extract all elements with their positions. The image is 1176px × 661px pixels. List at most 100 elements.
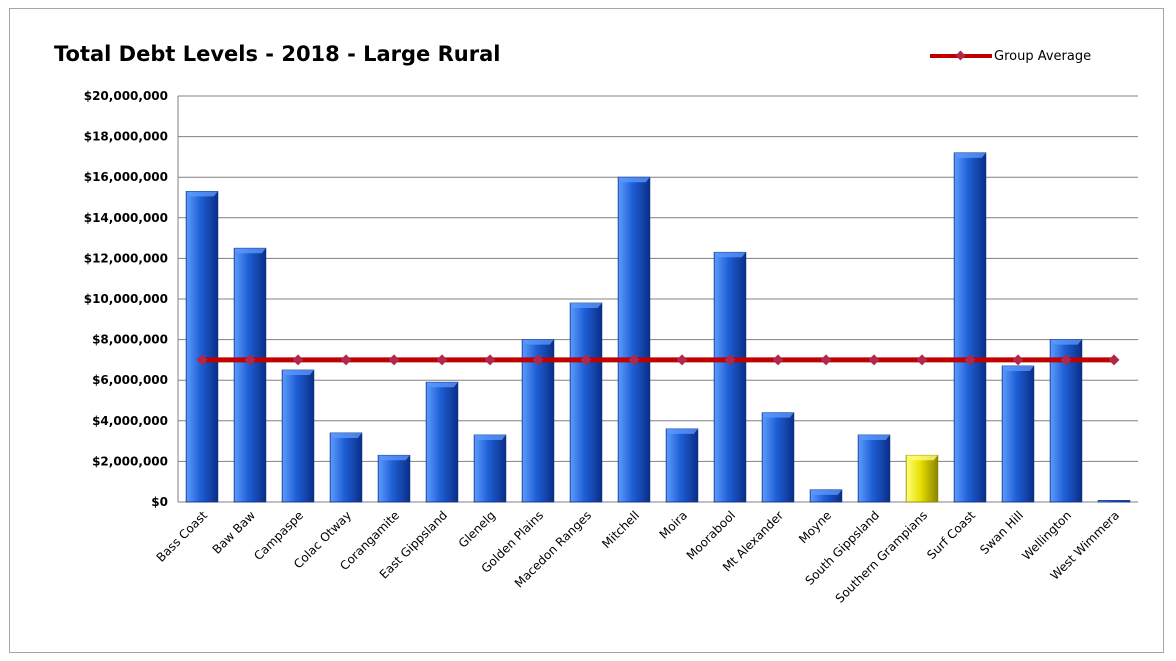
bar-body	[857, 434, 891, 503]
bar-bevel	[714, 252, 746, 258]
x-tick-label-swan-hill: Swan Hill	[977, 508, 1026, 557]
group-average-marker	[196, 354, 208, 366]
group-average-marker	[436, 354, 448, 366]
x-tick-label-moira: Moira	[657, 508, 690, 541]
group-average-marker	[964, 354, 976, 366]
bar-bevel	[522, 339, 554, 345]
bar-bevel	[330, 432, 362, 438]
bar-body	[1097, 500, 1131, 503]
bar-bevel	[810, 489, 842, 495]
bar-bevel	[426, 382, 458, 388]
x-tick-label-glenelg: Glenelg	[456, 508, 498, 550]
bar-body	[377, 454, 411, 503]
group-average-marker	[820, 354, 832, 366]
bar-body	[473, 434, 507, 503]
group-average-marker	[1060, 354, 1072, 366]
group-average-marker	[916, 354, 928, 366]
bar-body	[521, 339, 555, 503]
x-tick-label-bass-coast: Bass Coast	[154, 508, 211, 565]
x-tick-label-baw-baw: Baw Baw	[210, 508, 259, 557]
bar-bevel	[906, 455, 938, 461]
bar-southern-grampians	[905, 454, 939, 503]
bar-bevel	[954, 152, 986, 158]
bar-south-gippsland	[857, 434, 891, 503]
group-average-line	[196, 354, 1120, 366]
y-tick-label: $4,000,000	[92, 414, 168, 428]
chart-title: Total Debt Levels - 2018 - Large Rural	[54, 42, 501, 66]
y-tick-label: $2,000,000	[92, 454, 168, 468]
y-tick-label: $8,000,000	[92, 333, 168, 347]
bar-body	[281, 369, 315, 503]
bar-bevel	[474, 435, 506, 441]
y-tick-label: $18,000,000	[84, 130, 168, 144]
bar-body	[905, 454, 939, 503]
bars	[185, 152, 1131, 503]
group-average-marker	[724, 354, 736, 366]
bar-bevel	[570, 303, 602, 309]
y-tick-label: $12,000,000	[84, 251, 168, 265]
legend-swatch-group-average	[930, 46, 992, 66]
y-tick-label: $6,000,000	[92, 373, 168, 387]
bar-colac-otway	[329, 432, 363, 503]
bar-swan-hill	[1001, 365, 1035, 503]
bar-golden-plains	[521, 339, 555, 503]
group-average-marker	[484, 354, 496, 366]
bar-bevel	[1050, 339, 1082, 345]
bar-body	[569, 302, 603, 503]
group-average-marker	[868, 354, 880, 366]
bar-body	[233, 247, 267, 503]
group-average-marker	[532, 354, 544, 366]
group-average-marker	[1012, 354, 1024, 366]
bar-body	[329, 432, 363, 503]
y-tick-label: $14,000,000	[84, 211, 168, 225]
bar-west-wimmera	[1097, 500, 1131, 503]
bar-body	[761, 412, 795, 503]
bar-bevel	[858, 435, 890, 441]
y-tick-label: $20,000,000	[84, 89, 168, 103]
group-average-marker	[676, 354, 688, 366]
group-average-marker	[292, 354, 304, 366]
legend-label-group-average: Group Average	[994, 48, 1092, 64]
bar-bevel	[234, 248, 266, 254]
bar-mitchell	[617, 176, 651, 503]
group-average-marker	[628, 354, 640, 366]
bar-body	[953, 152, 987, 503]
bar-moira	[665, 428, 699, 503]
gridlines	[177, 95, 1138, 503]
bar-bevel	[186, 191, 218, 197]
bar-body	[1001, 365, 1035, 503]
bar-bevel	[762, 412, 794, 418]
y-axis-ticks: $0 $2,000,000 $4,000,000 $6,000,000 $8,000,0…	[84, 89, 168, 509]
bar-body	[425, 381, 459, 503]
x-tick-label-moyne: Moyne	[796, 508, 834, 546]
bar-wellington	[1049, 339, 1083, 503]
x-tick-label-surf-coast: Surf Coast	[924, 508, 978, 562]
bar-bevel	[282, 370, 314, 376]
bar-corangamite	[377, 454, 411, 503]
bar-glenelg	[473, 434, 507, 503]
bar-surf-coast	[953, 152, 987, 503]
group-average-marker	[244, 354, 256, 366]
y-tick-label: $16,000,000	[84, 170, 168, 184]
bar-moorabool	[713, 251, 747, 503]
bar-moyne	[809, 489, 843, 503]
bar-mt-alexander	[761, 412, 795, 503]
group-average-marker	[388, 354, 400, 366]
bar-baw-baw	[233, 247, 267, 503]
bar-body	[617, 176, 651, 503]
bar-bevel	[618, 177, 650, 183]
bar-bevel	[666, 428, 698, 434]
y-tick-label: $0	[151, 495, 168, 509]
bar-body	[185, 191, 219, 503]
group-average-marker	[1108, 354, 1120, 366]
x-tick-label-mitchell: Mitchell	[599, 508, 642, 551]
bar-campaspe	[281, 369, 315, 503]
bar-bevel	[1002, 365, 1034, 371]
bar-east-gippsland	[425, 381, 459, 503]
y-tick-label: $10,000,000	[84, 292, 168, 306]
bar-body	[713, 251, 747, 503]
legend: Group Average	[930, 46, 1091, 66]
x-tick-label-southern-grampians: Southern Grampians	[833, 508, 930, 605]
